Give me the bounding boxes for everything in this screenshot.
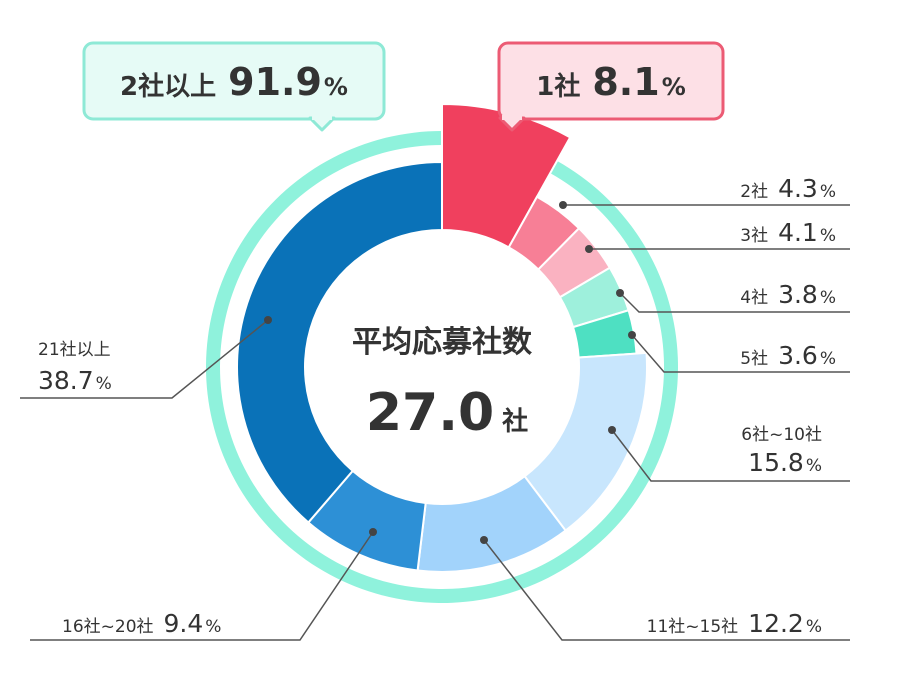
center-value-text: 27.0 社 — [366, 383, 528, 443]
callout-2plus-unit: % — [324, 73, 348, 101]
leader-dot-4 — [628, 331, 636, 339]
slice-8 — [236, 160, 443, 524]
center-label: 平均応募社数 27.0 社 — [352, 325, 533, 443]
callout-1: 1社 8.1% — [497, 41, 725, 132]
callout-1-value: 8.1 — [592, 60, 659, 104]
leader-dot-2 — [585, 245, 593, 253]
group-callouts: 2社以上 91.9% 1社 8.1% — [82, 41, 725, 132]
callout-1-label: 1社 — [536, 71, 580, 102]
leader-4 — [631, 334, 850, 373]
callout-1-unit: % — [662, 73, 686, 101]
slice-value-5: 15.8% — [748, 448, 822, 477]
leader-dot-6 — [480, 536, 488, 544]
slice-label-8: 21社以上 — [38, 340, 111, 360]
leader-dot-3 — [616, 289, 624, 297]
callout-2plus-value: 91.9 — [228, 60, 322, 104]
slice-label-7: 16社~20社 9.4% — [62, 609, 221, 638]
callout-2plus: 2社以上 91.9% — [82, 41, 386, 132]
leader-7 — [30, 531, 374, 641]
leader-dot-8 — [264, 316, 272, 324]
slice-label-3: 4社 3.8% — [740, 280, 836, 309]
svg-text:1社8.1%: 1社 8.1% — [536, 60, 685, 104]
leader-dot-5 — [608, 426, 616, 434]
leader-3 — [619, 292, 850, 313]
slice-labels: 2社 4.3 % 3社 4.1 % 4社 3.8 % 5社 3.6 % 6社~10社 15.8 % 11社~1… — [38, 174, 836, 638]
center-title: 平均応募社数 — [352, 325, 533, 360]
donut-slices — [236, 102, 648, 573]
leader-5 — [611, 429, 850, 482]
slice-value-8: 38.7% — [38, 366, 112, 395]
center-value: 27.0 — [366, 383, 494, 443]
callout-2plus-label: 2社以上 — [120, 71, 216, 102]
leader-6 — [483, 539, 850, 641]
leader-8 — [20, 319, 269, 399]
slice-label-1: 2社 4.3% — [740, 174, 836, 203]
slice-label-4: 5社 3.6% — [740, 341, 836, 370]
slice-label-2: 3社 4.1% — [740, 218, 836, 247]
center-unit: 社 — [502, 406, 528, 437]
slice-label-5: 6社~10社 — [741, 425, 822, 445]
leader-dot-7 — [369, 528, 377, 536]
leader-dot-1 — [559, 201, 567, 209]
slice-label-6: 11社~15社 12.2% — [647, 609, 822, 638]
leader-lines — [20, 201, 850, 641]
slice-0 — [441, 102, 572, 249]
